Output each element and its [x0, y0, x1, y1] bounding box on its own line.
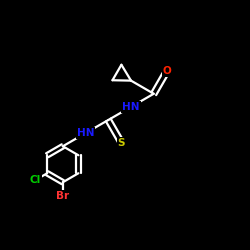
Text: Cl: Cl	[30, 175, 41, 185]
Text: O: O	[162, 66, 171, 76]
Text: HN: HN	[77, 128, 94, 138]
Text: HN: HN	[122, 102, 140, 112]
Text: S: S	[118, 138, 125, 148]
Text: Br: Br	[56, 191, 70, 201]
